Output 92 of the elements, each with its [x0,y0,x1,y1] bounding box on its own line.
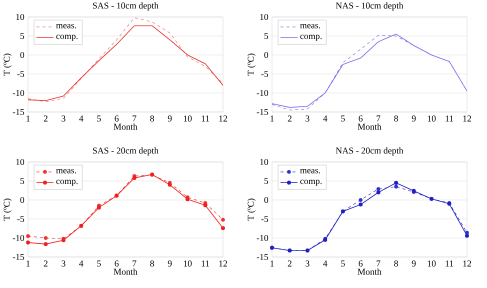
y-axis-title: T (ºC) [3,198,12,221]
x-tick-label: 8 [394,116,398,122]
y-tick-label: 5 [264,178,268,184]
x-axis-title: Month [358,268,382,275]
x-tick-label: 11 [202,116,210,122]
x-tick-label: 2 [44,260,48,266]
y-axis-title: T (ºC) [247,198,256,221]
y-tick-label: -10 [256,90,268,96]
x-tick-label: 1 [270,116,274,122]
y-tick-label: 0 [20,196,24,204]
y-tick-label: -5 [261,70,268,77]
x-tick-label: 2 [44,116,48,122]
legend-label: meas. [300,24,320,28]
y-tick-label: -10 [256,234,268,242]
y-tick-label: -15 [256,254,268,260]
x-tick-label: 12 [463,260,471,266]
chart-title: NAS - 10cm depth [336,2,404,10]
x-tick-label: 3 [306,116,310,122]
x-tick-label: 8 [150,116,154,122]
y-axis-title: T (ºC) [3,54,12,76]
x-tick-label: 7 [132,260,136,266]
legend-label: comp. [56,180,78,186]
x-tick-label: 6 [358,116,363,122]
legend-label: comp. [300,180,322,186]
x-tick-label: 4 [79,116,84,122]
chart-title: SAS - 20cm depth [92,147,159,156]
x-tick-label: 12 [219,260,227,266]
x-tick-label: 8 [150,260,154,267]
x-tick-label: 5 [97,116,101,122]
x-tick-label: 7 [376,260,380,266]
x-tick-label: 8 [394,260,398,267]
x-tick-label: 5 [341,116,345,122]
y-tick-label: 0 [264,196,268,204]
legend-label: meas. [56,169,76,174]
x-tick-label: 2 [288,260,292,266]
legend-label: meas. [56,24,76,28]
x-tick-label: 1 [26,116,30,122]
y-tick-label: 10 [16,14,24,20]
x-tick-label: 11 [446,260,454,266]
y-tick-label: 0 [264,52,268,58]
y-tick-label: -5 [261,216,268,222]
x-tick-label: 9 [168,116,172,122]
y-tick-label: 10 [260,158,268,166]
x-tick-label: 12 [219,116,227,122]
x-tick-label: 5 [341,260,345,267]
x-tick-label: 9 [412,260,416,267]
x-tick-label: 10 [184,116,192,122]
x-axis-title: Month [114,268,138,275]
x-tick-label: 7 [376,116,380,122]
x-tick-label: 11 [202,260,210,266]
x-tick-label: 2 [288,116,292,122]
y-tick-label: 5 [20,178,24,184]
x-tick-label: 3 [62,260,66,267]
x-tick-label: 10 [184,260,192,267]
y-tick-label: 10 [16,158,24,166]
x-tick-label: 12 [463,116,471,122]
x-tick-label: 7 [132,116,136,122]
x-tick-label: 9 [168,260,172,267]
x-tick-label: 3 [62,116,66,122]
x-tick-label: 6 [114,260,119,267]
y-tick-label: 10 [260,14,268,20]
legend-label: comp. [300,34,322,41]
y-tick-label: -5 [17,70,24,77]
y-tick-label: -15 [12,108,24,116]
x-tick-label: 4 [323,260,328,266]
y-axis-title: T (ºC) [247,54,256,76]
y-tick-label: -5 [17,216,24,222]
x-axis-title: Month [114,123,138,130]
legend-label: comp. [56,34,78,41]
x-tick-label: 6 [114,116,119,122]
x-tick-label: 4 [79,260,84,266]
x-tick-label: 3 [306,260,310,267]
x-axis-title: Month [358,123,382,130]
chart-title: NAS - 20cm depth [336,147,404,156]
x-tick-label: 5 [97,260,101,267]
y-tick-label: 0 [20,52,24,58]
x-tick-label: 6 [358,260,363,267]
x-tick-label: 4 [323,116,328,122]
x-tick-label: 10 [428,116,436,122]
y-tick-label: -15 [256,108,268,116]
legend-label: meas. [300,169,320,174]
x-tick-label: 10 [428,260,436,267]
x-tick-label: 9 [412,116,416,122]
y-tick-label: -10 [12,90,24,96]
x-tick-label: 1 [26,260,30,266]
y-tick-label: 5 [264,32,268,39]
x-tick-label: 1 [270,260,274,266]
x-tick-label: 11 [446,116,454,122]
chart-title: SAS - 10cm depth [92,2,159,10]
y-tick-label: -10 [12,234,24,242]
y-tick-label: 5 [20,32,24,39]
y-tick-label: -15 [12,254,24,260]
